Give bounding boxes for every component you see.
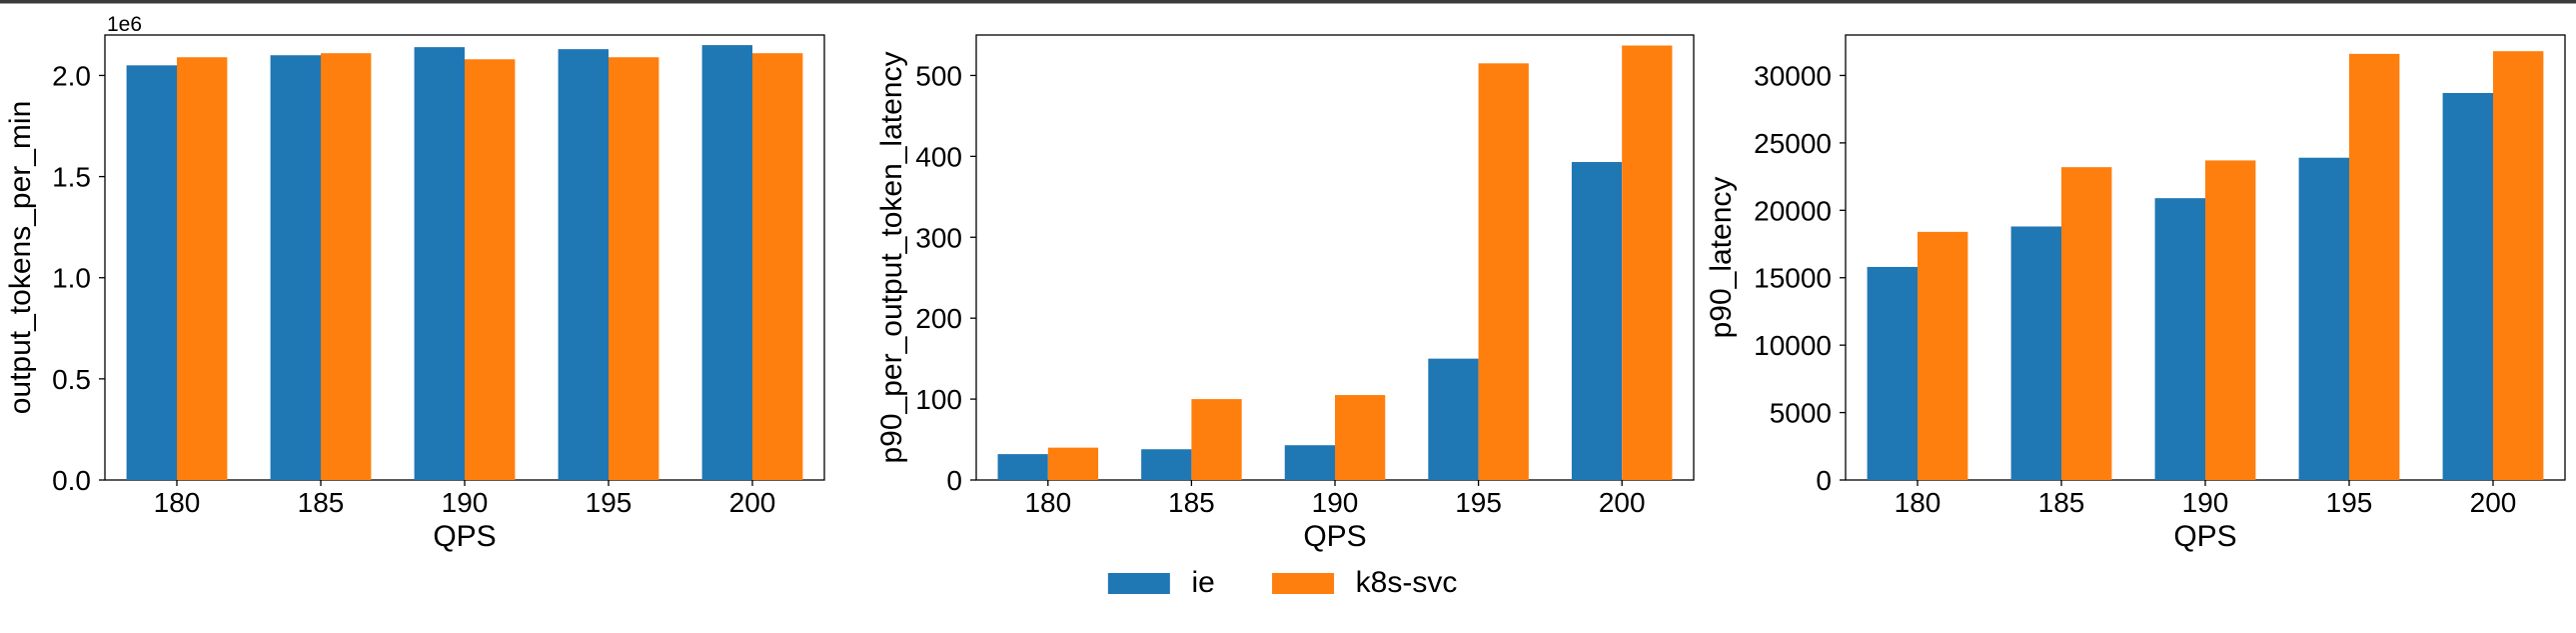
svg-text:180: 180: [154, 487, 201, 518]
svg-text:190: 190: [442, 487, 489, 518]
svg-text:400: 400: [915, 141, 962, 172]
svg-text:10000: 10000: [1754, 330, 1832, 361]
svg-text:200: 200: [2470, 487, 2517, 518]
svg-text:195: 195: [1455, 487, 1502, 518]
svg-text:2.0: 2.0: [52, 60, 91, 91]
svg-text:25000: 25000: [1754, 128, 1832, 159]
svg-text:190: 190: [2182, 487, 2229, 518]
svg-text:180: 180: [1895, 487, 1941, 518]
svg-text:k8s-svc: k8s-svc: [1356, 566, 1458, 599]
svg-text:QPS: QPS: [2173, 520, 2236, 553]
svg-text:185: 185: [1168, 487, 1215, 518]
svg-text:1.0: 1.0: [52, 263, 91, 294]
svg-text:0.0: 0.0: [52, 465, 91, 496]
svg-text:output_tokens_per_min: output_tokens_per_min: [4, 101, 37, 415]
svg-text:30000: 30000: [1754, 60, 1832, 91]
svg-text:QPS: QPS: [1303, 520, 1366, 553]
svg-text:p90_latency: p90_latency: [1705, 177, 1738, 339]
svg-text:185: 185: [2038, 487, 2085, 518]
svg-text:500: 500: [915, 60, 962, 91]
svg-text:15000: 15000: [1754, 263, 1832, 294]
svg-text:300: 300: [915, 222, 962, 253]
svg-text:200: 200: [1599, 487, 1646, 518]
svg-text:0: 0: [946, 465, 962, 496]
svg-text:5000: 5000: [1770, 398, 1832, 429]
svg-text:QPS: QPS: [433, 520, 496, 553]
svg-text:0.5: 0.5: [52, 364, 91, 395]
svg-text:195: 195: [2326, 487, 2373, 518]
svg-text:20000: 20000: [1754, 195, 1832, 226]
svg-text:190: 190: [1312, 487, 1359, 518]
svg-text:180: 180: [1024, 487, 1071, 518]
svg-text:0: 0: [1816, 465, 1832, 496]
svg-text:195: 195: [586, 487, 633, 518]
svg-text:100: 100: [915, 384, 962, 415]
svg-text:ie: ie: [1191, 566, 1214, 599]
svg-text:1e6: 1e6: [107, 13, 142, 36]
svg-text:1.5: 1.5: [52, 162, 91, 193]
svg-text:p90_per_output_token_latency: p90_per_output_token_latency: [875, 51, 908, 463]
svg-text:200: 200: [915, 303, 962, 334]
svg-text:200: 200: [729, 487, 776, 518]
svg-text:185: 185: [298, 487, 345, 518]
